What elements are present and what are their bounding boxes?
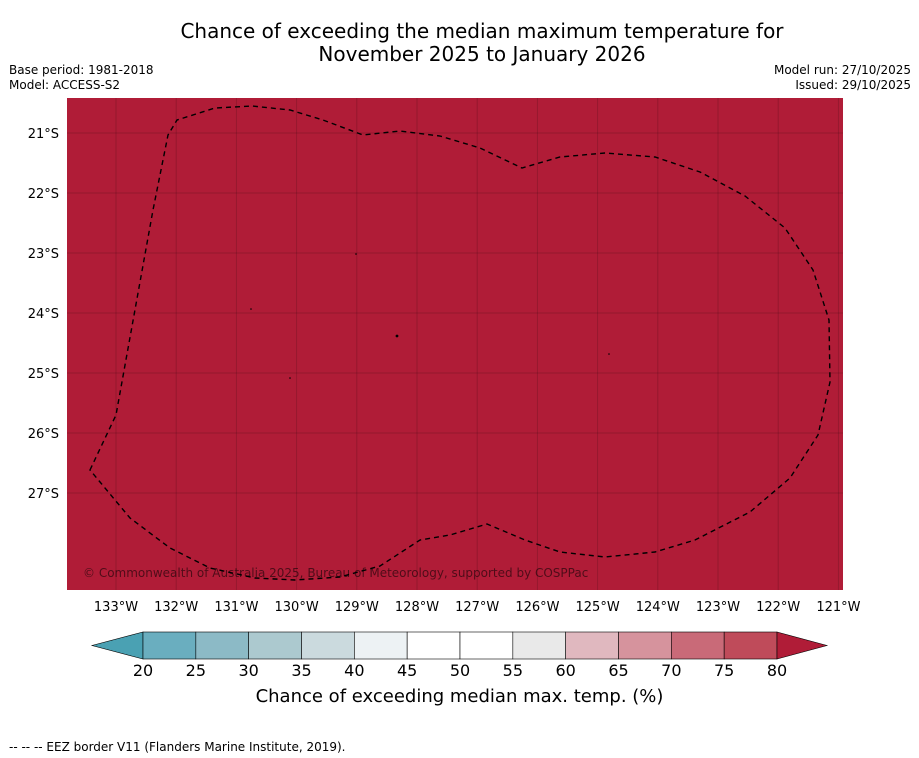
lon-label: 123°W xyxy=(696,600,740,615)
colorbar-segment xyxy=(618,631,672,660)
colorbar-tick-label: 75 xyxy=(714,661,734,680)
colorbar-segment xyxy=(406,631,461,660)
lat-label: 23°S xyxy=(28,247,59,262)
colorbar-segment xyxy=(671,631,725,660)
colorbar-segment xyxy=(142,631,197,660)
lon-label: 124°W xyxy=(636,600,680,615)
colorbar-ticks: 20 25 30 35 40 45 50 55 60 65 70 75 80 xyxy=(133,661,787,680)
colorbar-tick-label: 30 xyxy=(238,661,258,680)
lat-label: 21°S xyxy=(28,127,59,142)
lat-label: 27°S xyxy=(28,487,59,502)
lat-label: 24°S xyxy=(28,307,59,322)
lon-label: 121°W xyxy=(816,600,860,615)
colorbar-tick-label: 80 xyxy=(767,661,787,680)
colorbar-tick-label: 65 xyxy=(608,661,628,680)
colorbar-segment xyxy=(354,631,408,660)
lon-label: 130°W xyxy=(275,600,319,615)
colorbar-tick-label: 70 xyxy=(661,661,681,680)
lon-label: 128°W xyxy=(395,600,439,615)
colorbar-segment xyxy=(565,631,619,660)
lon-label: 129°W xyxy=(335,600,379,615)
colorbar-segment xyxy=(723,631,778,660)
colorbar-segment xyxy=(301,631,355,660)
colorbar xyxy=(90,631,829,660)
lon-label: 125°W xyxy=(576,600,620,615)
map-fill xyxy=(67,98,843,590)
colorbar-segment xyxy=(512,631,566,660)
eez-legend: -- -- -- EEZ border V11 (Flanders Marine… xyxy=(9,740,346,754)
lon-label: 127°W xyxy=(455,600,499,615)
colorbar-tick-label: 55 xyxy=(503,661,523,680)
lat-label: 26°S xyxy=(28,427,59,442)
title-line-1: Chance of exceeding the median maximum t… xyxy=(180,19,784,43)
title-line-2: November 2025 to January 2026 xyxy=(318,42,646,66)
colorbar-segment xyxy=(248,631,302,660)
colorbar-tick-label: 40 xyxy=(344,661,364,680)
colorbar-tick-label: 60 xyxy=(555,661,575,680)
model-run: Model run: 27/10/2025 xyxy=(773,63,911,77)
colorbar-segment xyxy=(459,631,514,660)
colorbar-over-arrow xyxy=(776,631,829,660)
longitude-labels: 133°W 132°W 131°W 130°W 129°W 128°W 127°W 126°W… xyxy=(94,600,861,615)
colorbar-under-arrow xyxy=(90,631,144,660)
lon-label: 133°W xyxy=(94,600,138,615)
latitude-labels: 21°S 22°S 23°S 24°S 25°S 26°S 27°S xyxy=(28,127,59,502)
colorbar-label: Chance of exceeding median max. temp. (%… xyxy=(255,686,664,707)
island-markers xyxy=(250,253,610,379)
base-period: Base period: 1981-2018 xyxy=(9,63,154,77)
lat-label: 25°S xyxy=(28,367,59,382)
colorbar-tick-label: 20 xyxy=(133,661,153,680)
map-copyright: © Commonwealth of Australia 2025, Bureau… xyxy=(83,566,588,580)
colorbar-tick-label: 45 xyxy=(397,661,417,680)
issued-date: Issued: 29/10/2025 xyxy=(795,78,911,92)
colorbar-tick-label: 35 xyxy=(291,661,311,680)
colorbar-tick-label: 25 xyxy=(186,661,206,680)
colorbar-segment xyxy=(195,631,249,660)
model-name: Model: ACCESS-S2 xyxy=(9,78,121,92)
lon-label: 126°W xyxy=(515,600,559,615)
lon-label: 131°W xyxy=(214,600,258,615)
map-graticule xyxy=(67,98,843,590)
lon-label: 122°W xyxy=(756,600,800,615)
lon-label: 132°W xyxy=(154,600,198,615)
eez-border xyxy=(89,105,831,581)
colorbar-tick-label: 50 xyxy=(450,661,470,680)
lat-label: 22°S xyxy=(28,187,59,202)
